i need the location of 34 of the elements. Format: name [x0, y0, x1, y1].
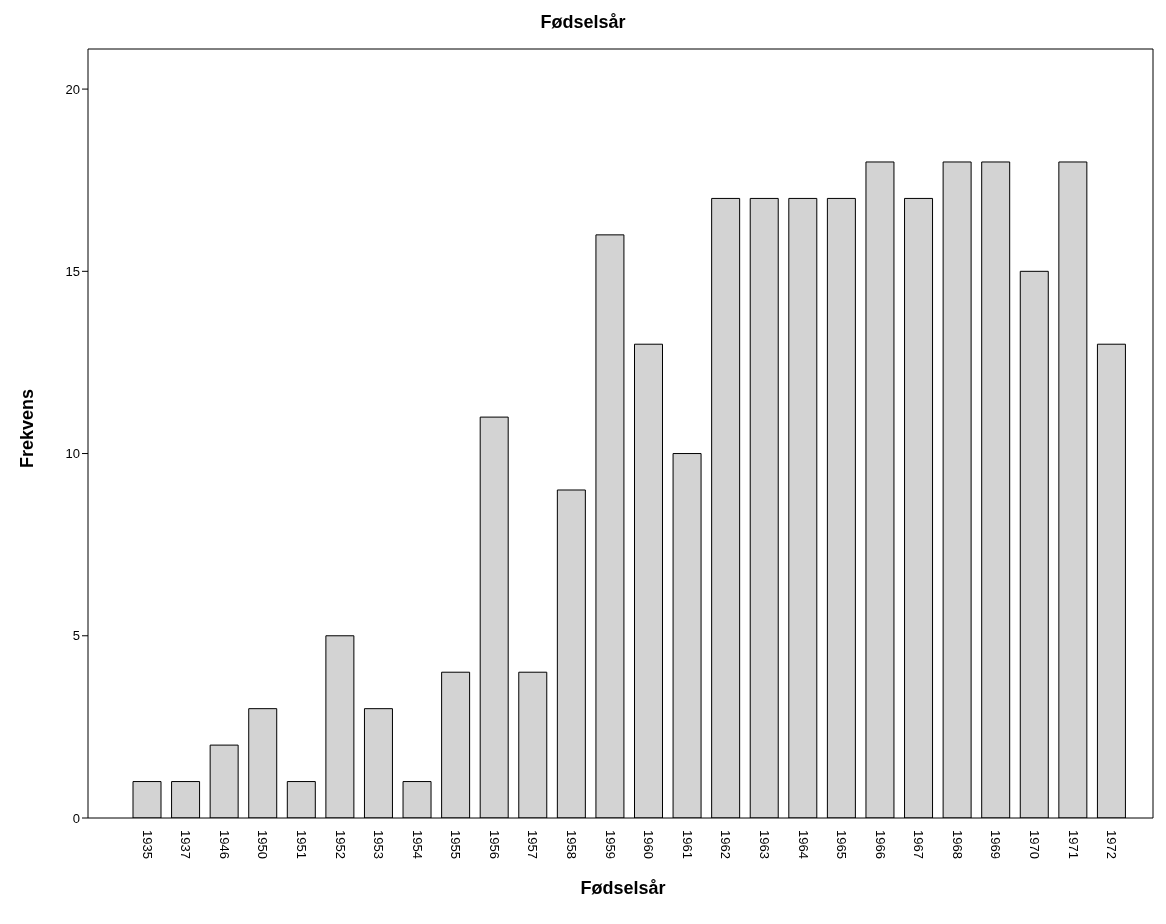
y-tick-label: 20 — [65, 81, 80, 97]
x-tick-label: 1959 — [602, 830, 618, 859]
x-tick-label: 1955 — [448, 830, 464, 859]
y-tick-label: 15 — [65, 263, 80, 279]
y-tick-label: 0 — [72, 810, 80, 826]
x-tick-label: 1968 — [949, 830, 965, 859]
chart-title: Fødselsår — [539, 11, 627, 34]
x-tick-label: 1970 — [1027, 830, 1043, 859]
y-tick-label: 10 — [65, 446, 80, 462]
x-tick-label: 1958 — [564, 830, 580, 859]
x-tick-label: 1972 — [1104, 830, 1120, 859]
x-tick-label: 1953 — [371, 830, 387, 859]
x-tick-label: 1967 — [911, 830, 927, 859]
y-tick-label: 5 — [72, 628, 80, 644]
x-tick-label: 1964 — [795, 830, 811, 859]
x-tick-label: 1946 — [216, 830, 232, 859]
x-tick-label: 1966 — [872, 830, 888, 859]
x-tick-label: 1957 — [525, 830, 541, 859]
x-tick-label: 1971 — [1065, 830, 1081, 859]
x-tick-label: 1937 — [178, 830, 194, 859]
x-tick-label: 1956 — [486, 830, 502, 859]
x-tick-label: 1951 — [294, 830, 310, 859]
x-tick-label: 1954 — [409, 830, 425, 859]
x-tick-label: 1960 — [641, 830, 657, 859]
x-tick-label: 1965 — [834, 830, 850, 859]
x-tick-label: 1950 — [255, 830, 271, 859]
x-tick-label: 1962 — [718, 830, 734, 859]
x-axis-title: Fødselsår — [579, 878, 667, 899]
x-tick-label: 1963 — [756, 830, 772, 859]
x-tick-label: 1969 — [988, 830, 1004, 859]
x-tick-label: 1935 — [139, 830, 155, 859]
y-axis-title: Frekvens — [17, 388, 39, 468]
x-tick-label: 1961 — [679, 830, 695, 859]
x-tick-label: 1952 — [332, 830, 348, 859]
